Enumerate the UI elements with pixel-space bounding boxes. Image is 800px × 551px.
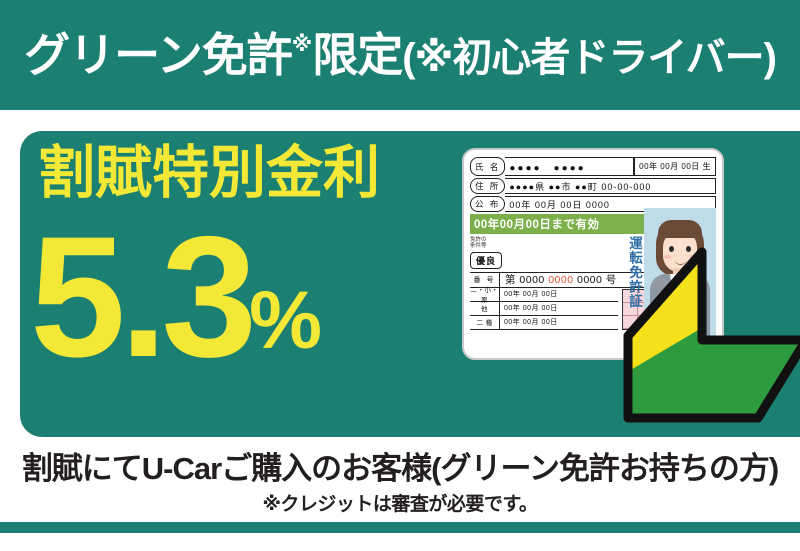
- license-condition-label: 免許の 条件等: [470, 237, 487, 250]
- normal-rate-note: ※通常金利8.0%: [452, 521, 629, 549]
- license-validity-band: 00年00月00日まで有効: [470, 214, 648, 234]
- license-address-value: ●●●●県 ●●市 ●●町 00-00-000: [505, 178, 716, 194]
- license-class-value: 00年 00月 00日: [504, 291, 558, 299]
- license-excellent-badge: 優良: [470, 251, 503, 269]
- license-class-label: 二・小・原: [470, 287, 500, 305]
- interest-rate-number: 5.3: [30, 201, 257, 393]
- license-class-row: 他 00年 00月 00日: [470, 301, 618, 316]
- license-name-row: 氏 名 ●●●● ●●●● 00年 00月 00日 生: [470, 157, 716, 176]
- header-title-part1: グリーン免許: [24, 29, 293, 81]
- license-class-value: 00年 00月 00日: [504, 319, 558, 327]
- header-title: グリーン免許 ※ 限定 (※初心者ドライバー): [24, 29, 777, 81]
- license-class-value: 00年 00月 00日: [504, 305, 558, 313]
- license-class-row: 二 種 00年 00月 00日: [470, 315, 618, 330]
- header-bar: グリーン免許 ※ 限定 (※初心者ドライバー): [0, 0, 800, 110]
- header-asterisk-mark: ※: [291, 33, 312, 56]
- license-number-suffix: 0000 号: [573, 274, 617, 287]
- advertisement-banner: グリーン免許 ※ 限定 (※初心者ドライバー) 割賦特別金利 5.3 % ※通常金利8…: [0, 0, 800, 533]
- license-class-row: 二・小・原 00年 00月 00日: [470, 287, 618, 305]
- license-class-rows: 二・小・原 00年 00月 00日 他 00年 00月 00日 二 種 00年 …: [470, 287, 618, 330]
- bottom-main-text: 割賦にてU-Carご購入のお客様(グリーン免許お持ちの方): [21, 451, 780, 486]
- interest-rate-display: 5.3 %: [30, 201, 324, 393]
- license-class-label: 他: [470, 301, 500, 315]
- offer-headline: 割賦特別金利: [38, 141, 380, 205]
- license-address-label: 住 所: [470, 178, 506, 194]
- header-title-parenthetical: (※初心者ドライバー): [402, 36, 777, 80]
- license-issue-value: 00年 00月 00日 0000: [505, 196, 716, 212]
- photo-cheek-left: [664, 255, 671, 259]
- license-number-row: 番 号 第 0000 0000 0000 号: [470, 271, 716, 288]
- license-number-highlight: 0000: [548, 274, 574, 287]
- license-birthdate-value: 00年 00月 00日 生: [634, 157, 716, 176]
- license-issue-label: 公 布: [470, 196, 506, 212]
- beginner-driver-mark: [610, 244, 800, 434]
- license-vertical-title: 運転免許証: [627, 235, 642, 309]
- header-title-part2: 限定: [312, 29, 403, 81]
- footer-bar: [0, 522, 800, 533]
- license-number-label: 番 号: [470, 272, 500, 287]
- photo-eye-left: [669, 246, 674, 252]
- license-number-prefix: 第 0000: [505, 274, 549, 287]
- interest-rate-percent-symbol: %: [249, 275, 323, 367]
- bottom-sub-text: ※クレジットは審査が必要です。: [262, 494, 538, 515]
- license-number-value: 第 0000 0000 0000 号: [500, 272, 617, 287]
- photo-eye-right: [686, 246, 691, 252]
- license-class-label: 二 種: [470, 315, 500, 329]
- photo-fringe: [658, 220, 702, 238]
- license-name-label: 氏 名: [470, 157, 506, 176]
- license-name-value: ●●●● ●●●●: [505, 157, 635, 176]
- license-address-row: 住 所 ●●●●県 ●●市 ●●町 00-00-000: [470, 178, 716, 194]
- license-issue-row: 公 布 00年 00月 00日 0000: [470, 196, 716, 212]
- photo-mouth: [675, 260, 686, 265]
- mark-border: [623, 247, 800, 423]
